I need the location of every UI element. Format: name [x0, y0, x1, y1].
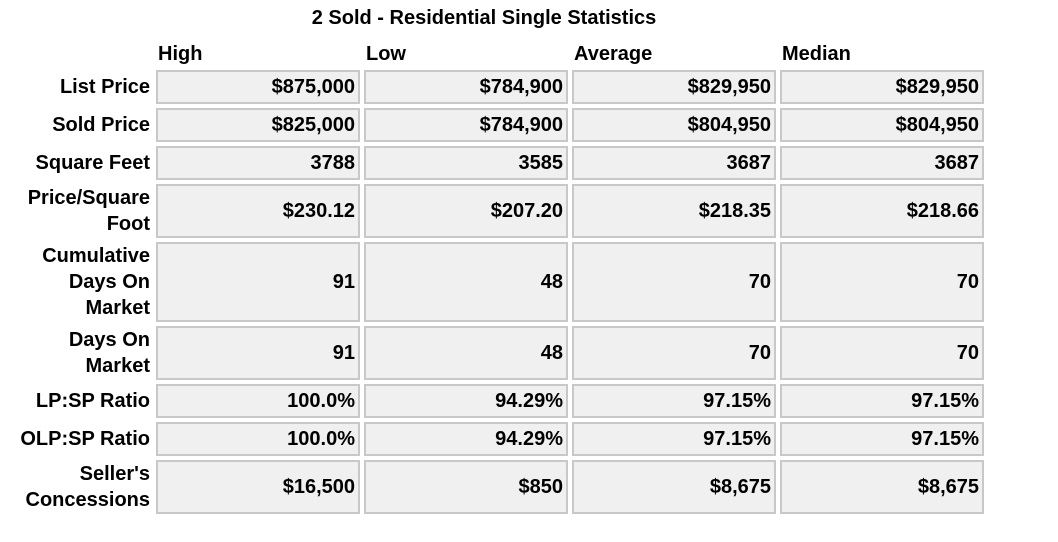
- cell-low: $784,900: [364, 108, 568, 142]
- cell-average: 70: [572, 326, 776, 380]
- statistics-table: High Low Average Median List Price $875,…: [2, 36, 988, 518]
- table-row-square-feet: Square Feet 3788 3585 3687 3687: [6, 146, 984, 180]
- cell-low: 94.29%: [364, 422, 568, 456]
- cell-average: $8,675: [572, 460, 776, 514]
- cell-high: 91: [156, 242, 360, 322]
- table-row-price-per-square-foot: Price/Square Foot $230.12 $207.20 $218.3…: [6, 184, 984, 238]
- cell-high: 100.0%: [156, 422, 360, 456]
- table-row-list-price: List Price $875,000 $784,900 $829,950 $8…: [6, 70, 984, 104]
- cell-high: $16,500: [156, 460, 360, 514]
- column-header-low: Low: [366, 43, 406, 65]
- cell-average: $218.35: [572, 184, 776, 238]
- cell-average: $804,950: [572, 108, 776, 142]
- table-row-days-on-market: Days On Market 91 48 70 70: [6, 326, 984, 380]
- cell-high: $875,000: [156, 70, 360, 104]
- cell-low: 48: [364, 326, 568, 380]
- table-row-sellers-concessions: Seller's Concessions $16,500 $850 $8,675…: [6, 460, 984, 514]
- cell-median: $218.66: [780, 184, 984, 238]
- header-row: High Low Average Median: [6, 40, 984, 66]
- cell-low: 48: [364, 242, 568, 322]
- cell-high: 91: [156, 326, 360, 380]
- cell-median: 70: [780, 242, 984, 322]
- table-row-olp-sp-ratio: OLP:SP Ratio 100.0% 94.29% 97.15% 97.15%: [6, 422, 984, 456]
- cell-low: 94.29%: [364, 384, 568, 418]
- table-row-sold-price: Sold Price $825,000 $784,900 $804,950 $8…: [6, 108, 984, 142]
- row-label: Days On Market: [68, 329, 150, 377]
- corner-cell: [6, 40, 152, 66]
- row-label: Seller's Concessions: [25, 463, 150, 511]
- row-label: OLP:SP Ratio: [20, 428, 150, 450]
- cell-high: $230.12: [156, 184, 360, 238]
- cell-high: 100.0%: [156, 384, 360, 418]
- cell-high: $825,000: [156, 108, 360, 142]
- cell-median: 3687: [780, 146, 984, 180]
- cell-low: 3585: [364, 146, 568, 180]
- page-title: 2 Sold - Residential Single Statistics: [311, 7, 657, 29]
- row-label: LP:SP Ratio: [35, 390, 150, 412]
- cell-low: $207.20: [364, 184, 568, 238]
- cell-average: 70: [572, 242, 776, 322]
- cell-average: 97.15%: [572, 422, 776, 456]
- cell-median: $8,675: [780, 460, 984, 514]
- row-label: Cumulative Days On Market: [42, 245, 150, 319]
- column-header-average: Average: [574, 43, 653, 65]
- cell-low: $784,900: [364, 70, 568, 104]
- cell-median: 70: [780, 326, 984, 380]
- cell-average: $829,950: [572, 70, 776, 104]
- row-label: Square Feet: [35, 152, 150, 174]
- cell-average: 3687: [572, 146, 776, 180]
- cell-median: $829,950: [780, 70, 984, 104]
- cell-high: 3788: [156, 146, 360, 180]
- cell-median: 97.15%: [780, 384, 984, 418]
- cell-low: $850: [364, 460, 568, 514]
- column-header-median: Median: [782, 43, 851, 65]
- cell-average: 97.15%: [572, 384, 776, 418]
- row-label: Sold Price: [52, 114, 150, 136]
- cell-median: 97.15%: [780, 422, 984, 456]
- table-row-cumulative-days-on-market: Cumulative Days On Market 91 48 70 70: [6, 242, 984, 322]
- row-label: Price/Square Foot: [27, 187, 150, 235]
- table-row-lp-sp-ratio: LP:SP Ratio 100.0% 94.29% 97.15% 97.15%: [6, 384, 984, 418]
- column-header-high: High: [158, 43, 203, 65]
- row-label: List Price: [59, 76, 150, 98]
- cell-median: $804,950: [780, 108, 984, 142]
